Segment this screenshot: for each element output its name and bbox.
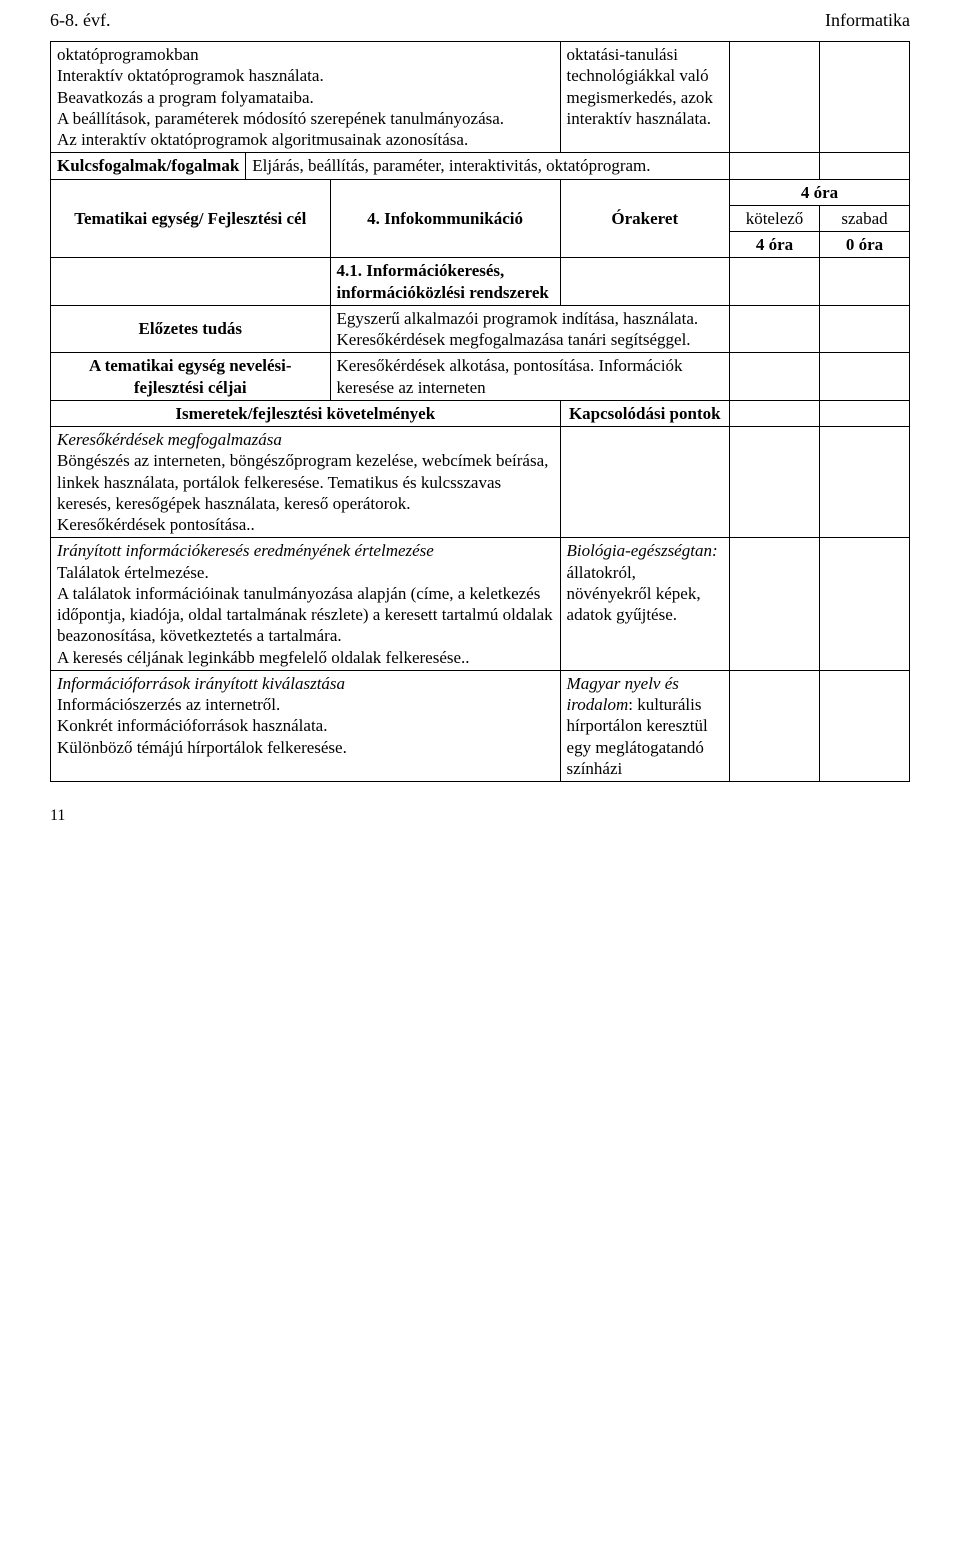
- page-number: 11: [50, 807, 910, 825]
- empty-cell: [730, 305, 820, 353]
- empty-cell: [730, 353, 820, 401]
- empty-cell: [730, 42, 820, 153]
- empty-cell: [730, 427, 820, 538]
- block1-body: Böngészés az interneten, böngészőprogram…: [57, 451, 548, 534]
- empty-cell: [730, 400, 820, 426]
- empty-cell: [820, 538, 910, 671]
- block3-title: Információforrások irányított kiválasztá…: [57, 674, 345, 693]
- empty-cell: [51, 258, 331, 306]
- main-table: oktatóprogramokban Interaktív oktatóprog…: [50, 41, 910, 782]
- intro-left: oktatóprogramokban Interaktív oktatóprog…: [51, 42, 561, 153]
- block2-title: Irányított információkeresés eredményéne…: [57, 541, 434, 560]
- block3: Információforrások irányított kiválasztá…: [51, 670, 561, 781]
- szabad-value: 0 óra: [820, 232, 910, 258]
- block2-body: Találatok értelmezése. A találatok infor…: [57, 563, 553, 667]
- empty-cell: [820, 258, 910, 306]
- block2: Irányított információkeresés eredményéne…: [51, 538, 561, 671]
- celjai-label: A tematikai egység nevelési-fejlesztési …: [51, 353, 331, 401]
- block3-body: Információszerzés az internetről. Konkré…: [57, 695, 347, 757]
- header-right: Informatika: [825, 10, 910, 31]
- empty-cell: [820, 670, 910, 781]
- empty-cell: [730, 670, 820, 781]
- block3-kapcs: Magyar nyelv és irodalom: kulturális hír…: [560, 670, 729, 781]
- tematikai-title: 4. Infokommunikáció: [330, 179, 560, 258]
- block2-kapcs-r: állatokról, növényekről képek, adatok gy…: [567, 563, 701, 625]
- empty-cell: [820, 353, 910, 401]
- empty-cell: [730, 538, 820, 671]
- empty-cell: [730, 258, 820, 306]
- intro-right: oktatási-tanulási technológiákkal való m…: [560, 42, 729, 153]
- tematikai-label: Tematikai egység/ Fejlesztési cél: [51, 179, 331, 258]
- block2-kapcs-i: Biológia-egészségtan:: [567, 541, 718, 560]
- orakeret-label: Órakeret: [560, 179, 729, 258]
- block1-title: Keresőkérdések megfogalmazása: [57, 430, 282, 449]
- block1-kapcs: [560, 427, 729, 538]
- elozetes-text: Egyszerű alkalmazói programok indítása, …: [330, 305, 729, 353]
- empty-cell: [820, 427, 910, 538]
- empty-cell: [730, 153, 820, 179]
- empty-cell: [820, 400, 910, 426]
- header-left: 6-8. évf.: [50, 10, 110, 31]
- kotelezo-value: 4 óra: [730, 232, 820, 258]
- empty-cell: [820, 42, 910, 153]
- empty-cell: [820, 305, 910, 353]
- szabad-label: szabad: [820, 205, 910, 231]
- section-41-title: 4.1. Információkeresés, információközlés…: [330, 258, 560, 306]
- kapcsolodasi-header: Kapcsolódási pontok: [560, 400, 729, 426]
- block1: Keresőkérdések megfogalmazása Böngészés …: [51, 427, 561, 538]
- kulcsfogalmak-label: Kulcsfogalmak/fogalmak: [51, 153, 246, 179]
- kulcsfogalmak-value: Eljárás, beállítás, paraméter, interakti…: [246, 153, 730, 179]
- empty-cell: [820, 153, 910, 179]
- kotelezo-label: kötelező: [730, 205, 820, 231]
- celjai-text: Keresőkérdések alkotása, pontosítása. In…: [330, 353, 729, 401]
- empty-cell: [560, 258, 729, 306]
- ismeretek-header: Ismeretek/fejlesztési követelmények: [51, 400, 561, 426]
- elozetes-label: Előzetes tudás: [51, 305, 331, 353]
- block2-kapcs: Biológia-egészségtan: állatokról, növény…: [560, 538, 729, 671]
- total-hours: 4 óra: [730, 179, 910, 205]
